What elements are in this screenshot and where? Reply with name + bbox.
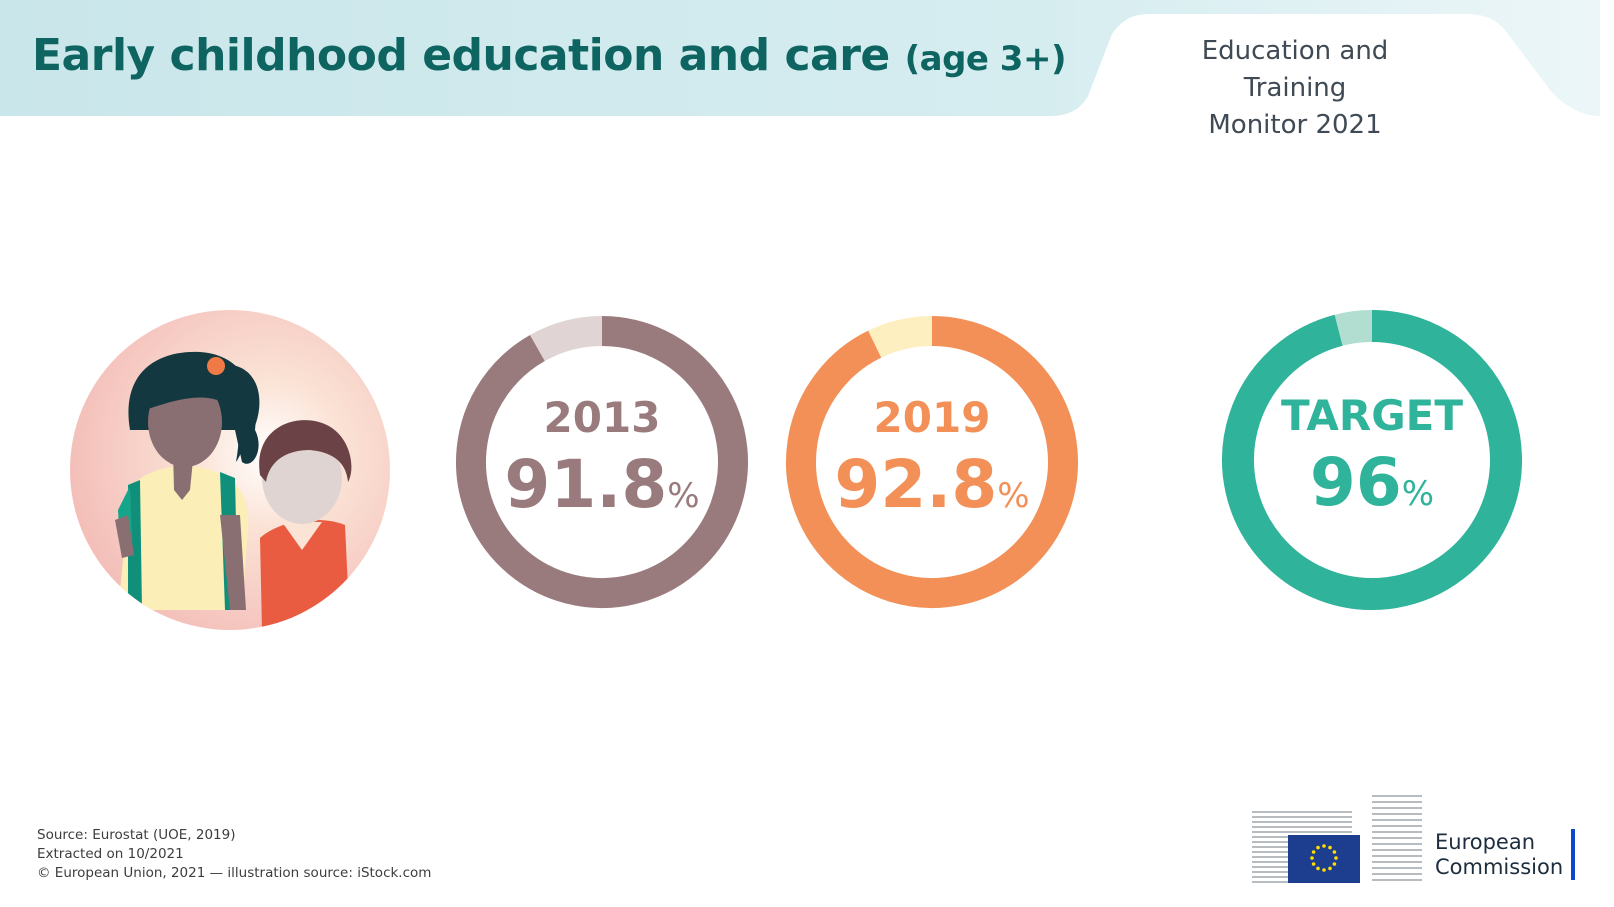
donut-2013-remainder-arc: [530, 316, 603, 362]
donut-target-value-arc: [1222, 310, 1522, 610]
donut-2019-value-arc: [786, 316, 1078, 608]
extracted-line: Extracted on 10/2021: [37, 846, 184, 862]
donut-2019-label: 2019: [874, 393, 991, 442]
donut-2013-value-arc: [456, 316, 748, 608]
eu-stars: [1310, 844, 1338, 872]
children-illustration: [70, 310, 390, 630]
donut-2013-value: 91.8%: [504, 446, 699, 523]
page-title: Early childhood education and care (age …: [32, 30, 1067, 81]
donut-2019-value: 92.8%: [834, 446, 1029, 523]
donut-target-value: 96%: [1310, 444, 1434, 521]
source-note: Source: Eurostat (UOE, 2019) Extracted o…: [37, 826, 431, 883]
title-main: Early childhood education and care: [32, 30, 890, 81]
donut-2019-value-number: 92.8: [834, 446, 997, 523]
donut-target-value-number: 96: [1310, 444, 1402, 521]
ec-logo-text: European Commission: [1435, 830, 1563, 880]
monitor-label: Education and Training Monitor 2021: [1150, 33, 1440, 144]
ec-logo-line-1: European: [1435, 830, 1536, 854]
european-commission-logo: [1252, 795, 1422, 883]
title-subtitle: (age 3+): [904, 39, 1067, 79]
donut-target-label: TARGET: [1281, 391, 1463, 440]
monitor-line-1: Education and Training: [1201, 36, 1389, 103]
header-banner: [0, 0, 1600, 116]
donut-2013-label: 2013: [544, 393, 661, 442]
donut-2013-value-number: 91.8: [504, 446, 667, 523]
copyright-line: © European Union, 2021 — illustration so…: [37, 865, 432, 881]
donut-2019-remainder-arc: [868, 316, 933, 358]
source-line: Source: Eurostat (UOE, 2019): [37, 827, 236, 843]
ec-logo-line-2: Commission: [1435, 855, 1564, 879]
donut-target-remainder-arc: [1334, 310, 1373, 346]
donut-2019-unit: %: [997, 476, 1029, 516]
monitor-line-2: Monitor 2021: [1208, 110, 1382, 140]
ec-logo-bar: [1571, 829, 1575, 880]
donut-target-unit: %: [1402, 474, 1434, 514]
donut-2013-unit: %: [667, 476, 699, 516]
